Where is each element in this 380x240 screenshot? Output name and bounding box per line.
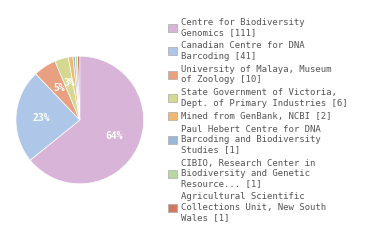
Text: 5%: 5%: [53, 83, 65, 93]
Text: 23%: 23%: [33, 113, 51, 123]
Wedge shape: [36, 61, 80, 120]
Wedge shape: [16, 74, 80, 160]
Wedge shape: [75, 56, 80, 120]
Wedge shape: [55, 57, 80, 120]
Wedge shape: [30, 56, 144, 184]
Wedge shape: [68, 57, 80, 120]
Text: 3%: 3%: [63, 78, 75, 88]
Text: 64%: 64%: [106, 132, 123, 142]
Legend: Centre for Biodiversity
Genomics [111], Canadian Centre for DNA
Barcoding [41], : Centre for Biodiversity Genomics [111], …: [168, 18, 348, 222]
Wedge shape: [73, 56, 80, 120]
Wedge shape: [78, 56, 80, 120]
